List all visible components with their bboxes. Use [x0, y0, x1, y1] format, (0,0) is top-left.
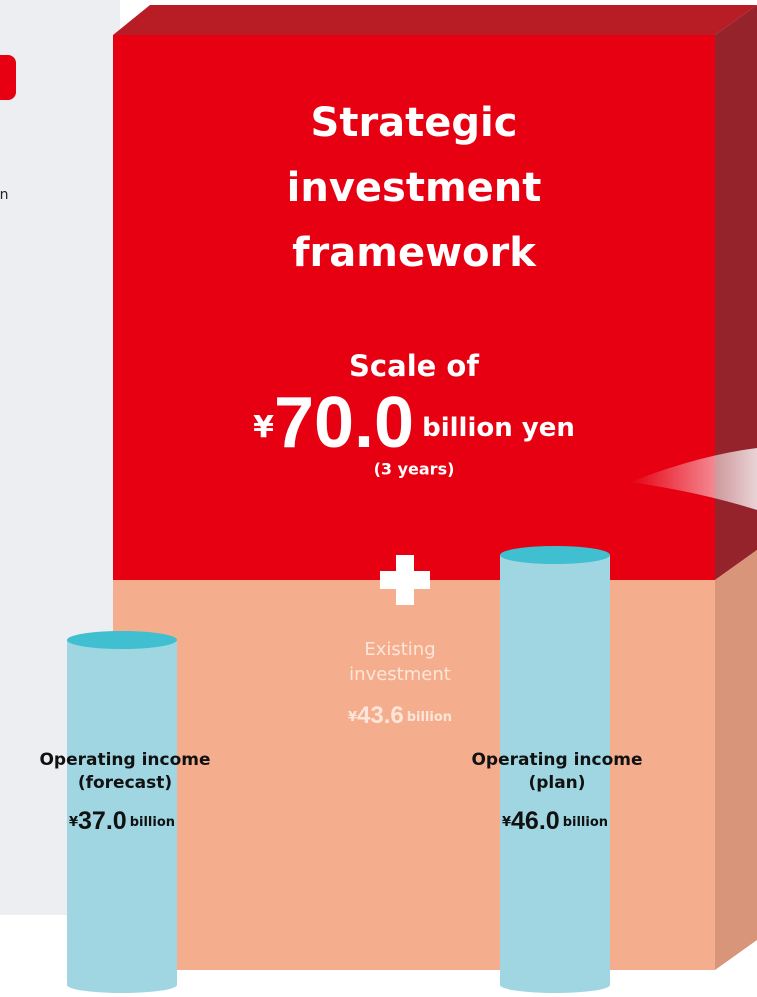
plus: [380, 571, 430, 589]
income-value: ¥37.0 billion: [69, 807, 175, 835]
unit: billion: [563, 815, 608, 830]
scale-label: Scale of: [349, 349, 479, 383]
amount: 37.0: [78, 807, 127, 835]
amount: 43.6: [357, 702, 404, 729]
income-label: (plan): [528, 773, 585, 793]
currency: ¥: [348, 710, 357, 725]
cylinder: [500, 555, 610, 985]
currency: ¥: [69, 815, 78, 830]
period: (3 years): [374, 460, 455, 479]
income-label: Operating income: [471, 750, 642, 770]
scale-value: ¥70.0 billion yen: [253, 383, 575, 463]
amount: 70.0: [274, 383, 414, 463]
existing-label: investment: [349, 664, 451, 685]
currency: ¥: [502, 815, 511, 830]
unit: billion: [130, 815, 175, 830]
income-label: Operating income: [39, 750, 210, 770]
title: investment: [287, 165, 542, 211]
unit: billion: [407, 710, 452, 725]
existing-label: Existing: [364, 639, 435, 660]
block-side-peach: [715, 550, 757, 970]
side-badge: [0, 55, 16, 100]
cylinder-base: [500, 977, 610, 993]
swoosh: [630, 448, 757, 510]
block-side-red: [715, 5, 757, 580]
cylinder-base: [67, 977, 177, 993]
unit: billion yen: [422, 413, 575, 443]
cylinder-top: [67, 631, 177, 649]
income-value: ¥46.0 billion: [502, 807, 608, 835]
side-text: n: [0, 187, 8, 203]
existing-value: ¥43.6 billion: [348, 702, 452, 729]
cylinder: [67, 640, 177, 985]
income-label: (forecast): [78, 773, 172, 793]
title: Strategic: [311, 100, 518, 146]
amount: 46.0: [511, 807, 560, 835]
peach-block: [113, 580, 715, 970]
currency: ¥: [253, 410, 274, 445]
title: framework: [292, 230, 537, 276]
red-block: [113, 35, 715, 580]
cylinder-top: [500, 546, 610, 564]
block-top: [113, 5, 757, 35]
